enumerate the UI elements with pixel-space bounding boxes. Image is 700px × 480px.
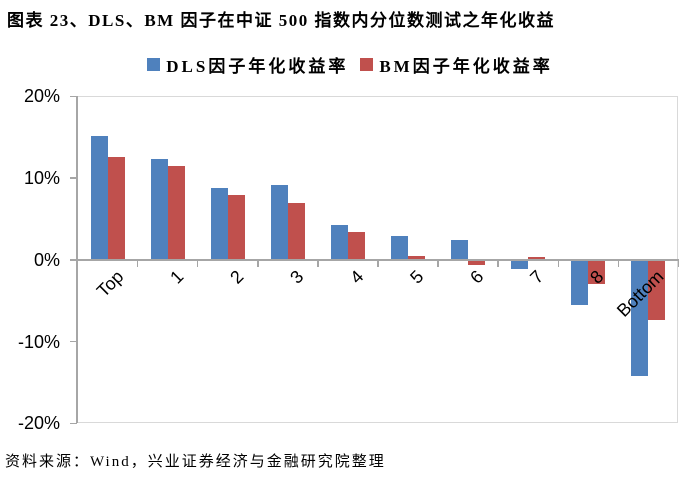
dls-bar xyxy=(631,260,649,377)
bm-legend-label: BM因子年化收益率 xyxy=(379,57,553,76)
y-axis-tick-label: 10% xyxy=(23,168,60,188)
dls-bar xyxy=(451,240,469,260)
y-axis-tick xyxy=(70,422,77,424)
y-axis-tick-label: -20% xyxy=(17,413,60,434)
x-axis-tick xyxy=(136,259,139,267)
bm-bar xyxy=(287,203,305,260)
y-axis-tick-label: 0% xyxy=(33,249,60,270)
bm-bar xyxy=(588,260,606,284)
x-axis-tick xyxy=(377,259,379,267)
legend-item-dls: DLS因子年化收益率 xyxy=(147,52,348,77)
dls-bar xyxy=(330,225,348,260)
dls-bar xyxy=(571,260,589,306)
dls-bar xyxy=(391,236,409,260)
figure-title: 图表 23、DLS、BM 因子在中证 500 指数内分位数测试之年化收益 xyxy=(7,11,555,30)
y-axis-tick-label: -10% xyxy=(17,331,60,352)
bm-bar xyxy=(227,195,245,260)
y-axis-tick xyxy=(70,259,77,261)
x-axis-tick xyxy=(677,259,680,267)
chart-legend: DLS因子年化收益率 BM因子年化收益率 xyxy=(0,52,700,77)
dls-bar xyxy=(511,260,529,270)
bm-series-swatch-icon xyxy=(360,58,374,71)
y-axis-tick xyxy=(70,177,77,179)
x-axis-tick xyxy=(257,259,259,267)
bm-bar xyxy=(528,257,546,260)
y-axis-tick-label: 20% xyxy=(23,86,60,107)
x-axis-tick xyxy=(497,259,499,267)
dls-legend-label: DLS因子年化收益率 xyxy=(166,57,349,76)
x-axis-tick xyxy=(196,259,199,267)
y-axis-tick xyxy=(70,340,77,343)
dls-series-swatch-icon xyxy=(147,58,161,71)
source-note: 资料来源：Wind，兴业证券经济与金融研究院整理 xyxy=(5,454,386,470)
x-axis-tick xyxy=(617,259,620,267)
bm-bar xyxy=(107,156,125,260)
y-axis-tick xyxy=(70,95,77,97)
dls-bar xyxy=(270,185,288,260)
x-axis-tick xyxy=(437,259,439,267)
x-axis-tick xyxy=(317,259,319,267)
dls-bar xyxy=(90,136,108,260)
bm-bar xyxy=(468,260,486,266)
legend-item-bm: BM因子年化收益率 xyxy=(360,52,552,77)
dls-bar xyxy=(210,187,228,260)
x-axis-tick xyxy=(557,259,560,267)
bm-bar xyxy=(648,260,666,320)
bm-bar xyxy=(167,165,185,260)
bm-bar xyxy=(408,255,426,260)
bm-bar xyxy=(347,231,365,260)
dls-bar xyxy=(150,159,168,260)
x-axis-tick xyxy=(76,259,79,267)
